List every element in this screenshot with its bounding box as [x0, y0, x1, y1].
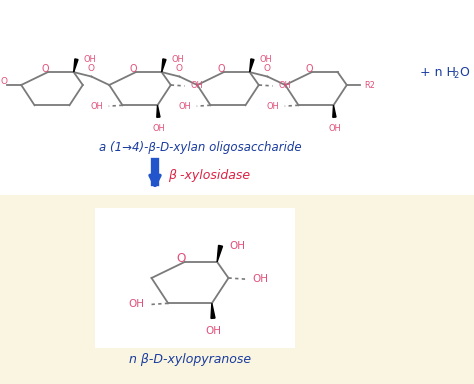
Text: O: O [459, 66, 469, 78]
Text: OH: OH [178, 102, 191, 111]
Text: O: O [41, 65, 49, 74]
Text: OH: OH [266, 102, 279, 111]
Text: OH: OH [328, 124, 341, 132]
Text: + n H: + n H [420, 66, 456, 78]
Polygon shape [250, 59, 254, 72]
Text: O: O [177, 252, 186, 265]
Text: 2: 2 [453, 71, 458, 81]
Text: OH: OH [230, 241, 246, 251]
Text: OH: OH [128, 300, 144, 310]
Text: O: O [305, 65, 313, 74]
Polygon shape [162, 59, 166, 72]
Text: OH: OH [205, 326, 221, 336]
Text: R2: R2 [364, 81, 375, 89]
Text: OH: OH [260, 55, 273, 64]
Bar [0, 195, 474, 384]
Polygon shape [333, 105, 336, 118]
Text: O: O [176, 64, 183, 73]
Bar [95, 208, 295, 348]
Polygon shape [211, 303, 215, 318]
Text: O: O [88, 64, 95, 73]
Text: a (1→4)-β-D-xylan oligosaccharide: a (1→4)-β-D-xylan oligosaccharide [99, 141, 301, 154]
Text: OH: OH [91, 102, 103, 111]
Text: O: O [129, 65, 137, 74]
Bar [0, 0, 474, 195]
Text: OH: OH [253, 274, 269, 284]
Text: OH: OH [172, 55, 184, 64]
Text: OH: OH [152, 124, 165, 132]
Text: O: O [0, 78, 7, 86]
Polygon shape [73, 59, 78, 72]
Polygon shape [217, 245, 222, 262]
Text: β -xylosidase: β -xylosidase [168, 169, 250, 182]
Text: OH: OH [190, 81, 203, 90]
Polygon shape [157, 105, 160, 118]
Text: n β-D-xylopyranose: n β-D-xylopyranose [129, 354, 251, 366]
Text: O: O [264, 64, 271, 73]
Text: OH: OH [84, 55, 97, 64]
Text: OH: OH [278, 81, 291, 90]
Text: O: O [217, 65, 225, 74]
